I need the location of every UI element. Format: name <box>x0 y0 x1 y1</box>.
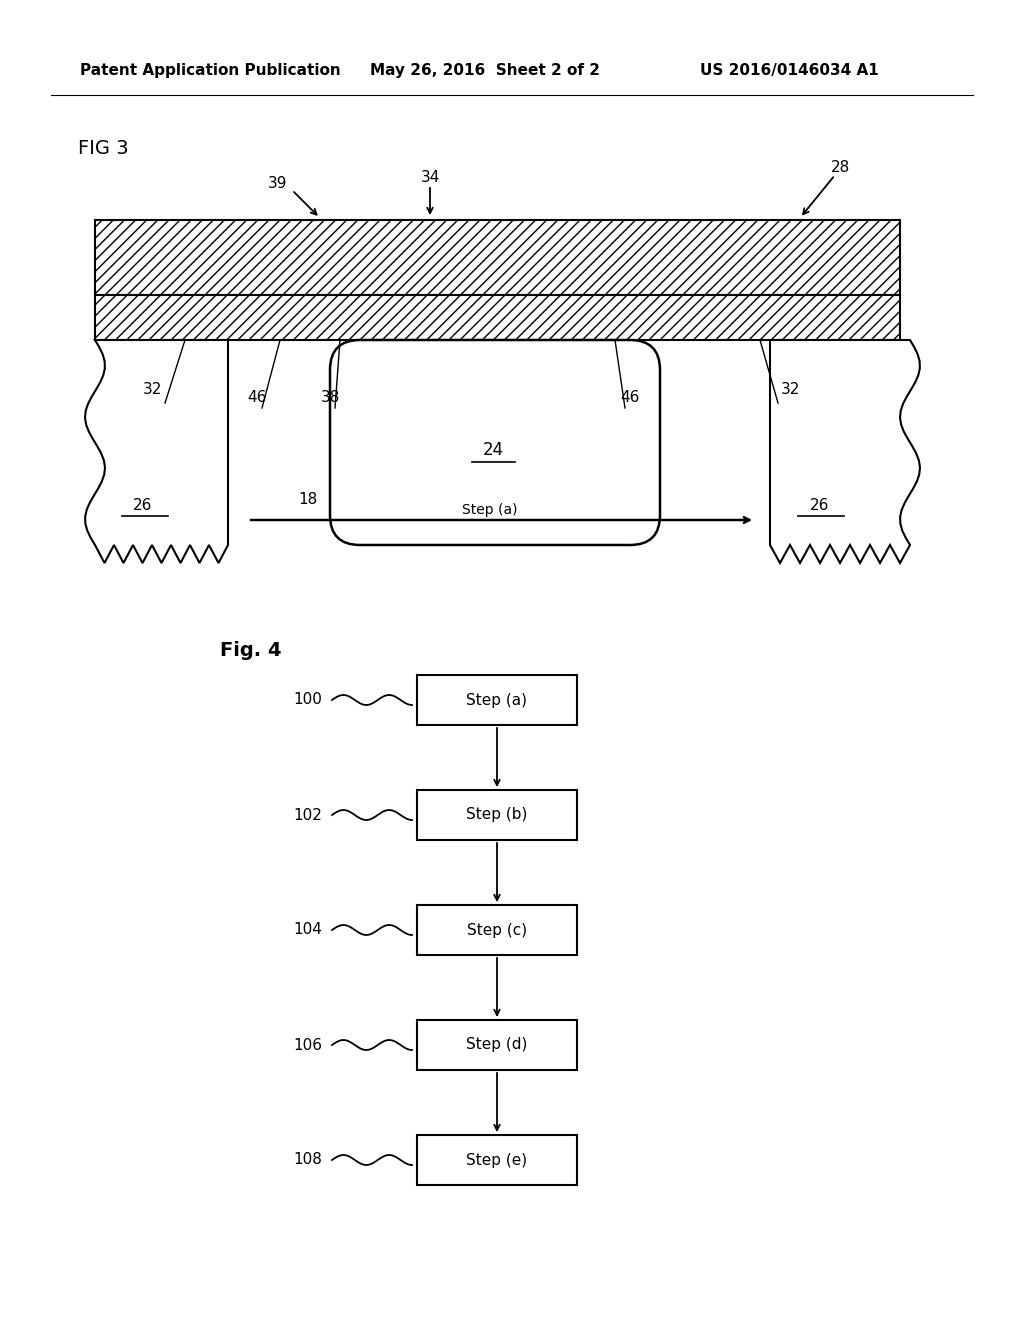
Text: 100: 100 <box>293 693 322 708</box>
Text: 104: 104 <box>293 923 322 937</box>
Text: 32: 32 <box>142 383 162 397</box>
Text: 108: 108 <box>293 1152 322 1167</box>
Polygon shape <box>417 1020 577 1071</box>
Polygon shape <box>95 220 900 294</box>
Text: May 26, 2016  Sheet 2 of 2: May 26, 2016 Sheet 2 of 2 <box>370 62 600 78</box>
Text: 39: 39 <box>268 176 288 190</box>
Polygon shape <box>417 1135 577 1185</box>
Text: 34: 34 <box>420 169 439 185</box>
Polygon shape <box>417 789 577 840</box>
Text: 38: 38 <box>321 391 340 405</box>
Text: Step (e): Step (e) <box>467 1152 527 1167</box>
Text: Fig. 4: Fig. 4 <box>220 640 282 660</box>
Polygon shape <box>95 294 900 341</box>
Text: 26: 26 <box>133 498 153 512</box>
Text: 46: 46 <box>248 391 266 405</box>
Text: 18: 18 <box>298 492 317 507</box>
Polygon shape <box>85 341 228 564</box>
Polygon shape <box>417 906 577 954</box>
Text: 106: 106 <box>293 1038 322 1052</box>
Text: 46: 46 <box>621 391 640 405</box>
Text: 32: 32 <box>780 383 800 397</box>
Text: 26: 26 <box>810 498 829 512</box>
Text: US 2016/0146034 A1: US 2016/0146034 A1 <box>700 62 879 78</box>
Text: 24: 24 <box>482 441 504 459</box>
Text: Step (d): Step (d) <box>466 1038 527 1052</box>
Polygon shape <box>417 675 577 725</box>
Polygon shape <box>770 341 920 564</box>
Text: Patent Application Publication: Patent Application Publication <box>80 62 341 78</box>
Text: Step (c): Step (c) <box>467 923 527 937</box>
Text: Step (a): Step (a) <box>462 503 518 517</box>
Text: Step (a): Step (a) <box>467 693 527 708</box>
FancyBboxPatch shape <box>330 341 660 545</box>
Text: 102: 102 <box>293 808 322 822</box>
Text: FIG 3: FIG 3 <box>78 139 129 157</box>
Text: 28: 28 <box>830 161 850 176</box>
Text: Step (b): Step (b) <box>466 808 527 822</box>
